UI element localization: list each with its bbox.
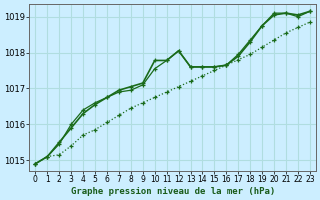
X-axis label: Graphe pression niveau de la mer (hPa): Graphe pression niveau de la mer (hPa) (70, 187, 275, 196)
